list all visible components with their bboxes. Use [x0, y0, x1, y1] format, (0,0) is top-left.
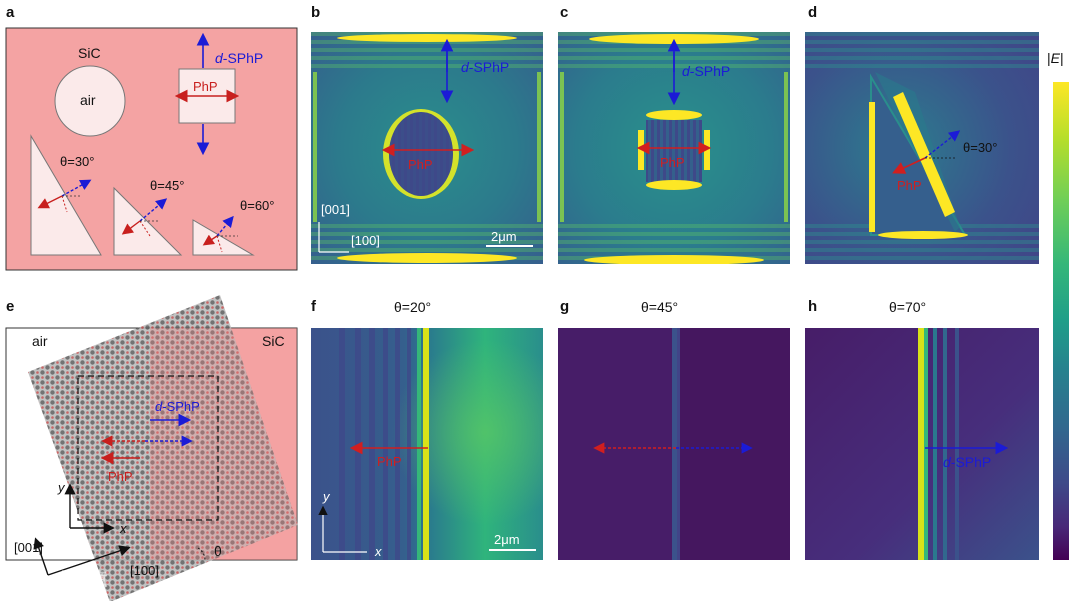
triangle-30: [30, 134, 102, 256]
title-f: θ=20°: [394, 299, 432, 315]
panel-letter-g: g: [560, 298, 570, 315]
panel-letter-a: a: [6, 4, 15, 21]
panel-f-field-map: PhP y x 2μm: [311, 328, 543, 560]
sic-label: SiC: [78, 45, 101, 61]
dsphp-label-c: d-SPhP: [682, 63, 730, 79]
air-hole-circle: [54, 65, 126, 137]
panel-letter-b: b: [311, 4, 321, 21]
scale-label-f: 2μm: [494, 532, 520, 547]
panel-d-field-map: θ=30° PhP: [805, 32, 1039, 264]
dsphp-label-h: d-SPhP: [943, 454, 991, 470]
panel-b-field-map: d-SPhP PhP [001] [100] 2μm: [311, 32, 543, 264]
panel-letter-h: h: [808, 298, 818, 315]
panel-g-field-map: [558, 328, 790, 560]
simulation-window: [77, 375, 219, 521]
scale-label-b: 2μm: [491, 229, 517, 244]
theta30-label: θ=30°: [60, 154, 94, 169]
colorbar: [1053, 82, 1069, 560]
theta-label-e: θ: [214, 543, 222, 559]
panel-letter-d: d: [808, 4, 818, 21]
php-label-d: PhP: [897, 178, 922, 193]
axis-100-e: [100]: [130, 563, 159, 578]
air-label: air: [80, 92, 96, 108]
panel-a-schematic: SiC air PhP d-SPhP θ=30° θ=45° θ=60°: [5, 27, 298, 271]
php-label-f: PhP: [377, 454, 402, 469]
panel-e-schematic: air SiC d-SPhP PhP y x [001] [100] θ: [5, 295, 298, 601]
panel-h-field-map: d-SPhP: [805, 328, 1039, 560]
axis-x-e: x: [119, 521, 127, 536]
dsphp-label-b: d-SPhP: [461, 59, 509, 75]
php-label-c: PhP: [660, 155, 685, 170]
theta45-label: θ=45°: [150, 178, 184, 193]
axis-x-f: x: [374, 544, 382, 559]
sic-label-e: SiC: [262, 333, 285, 349]
theta60-label: θ=60°: [240, 198, 274, 213]
dsphp-label-e: d-SPhP: [155, 399, 200, 414]
title-g: θ=45°: [641, 299, 679, 315]
panel-letter-f: f: [311, 298, 316, 315]
panel-c-field-map: d-SPhP PhP: [558, 32, 790, 264]
colorbar-label: |E|: [1047, 50, 1064, 66]
php-label-b: PhP: [408, 157, 433, 172]
title-h: θ=70°: [889, 299, 927, 315]
triangle-45: [113, 186, 183, 256]
axis-001-b: [001]: [321, 202, 350, 217]
crystal-lattice: [28, 295, 298, 601]
php-label-a: PhP: [193, 79, 218, 94]
axis-100-b: [100]: [351, 233, 380, 248]
axis-001-e: [001]: [14, 540, 43, 555]
dsphp-label-a: d-SPhP: [215, 50, 263, 66]
air-label-e: air: [32, 333, 48, 349]
php-label-e: PhP: [108, 469, 133, 484]
watermark-text: 大创意: [54, 570, 108, 590]
triangle-60: [192, 219, 255, 256]
axis-y-f: y: [322, 489, 331, 504]
panel-letter-e: e: [6, 298, 15, 315]
panel-letter-c: c: [560, 4, 569, 21]
axis-y-e: y: [57, 480, 66, 495]
theta30-label-d: θ=30°: [963, 140, 997, 155]
